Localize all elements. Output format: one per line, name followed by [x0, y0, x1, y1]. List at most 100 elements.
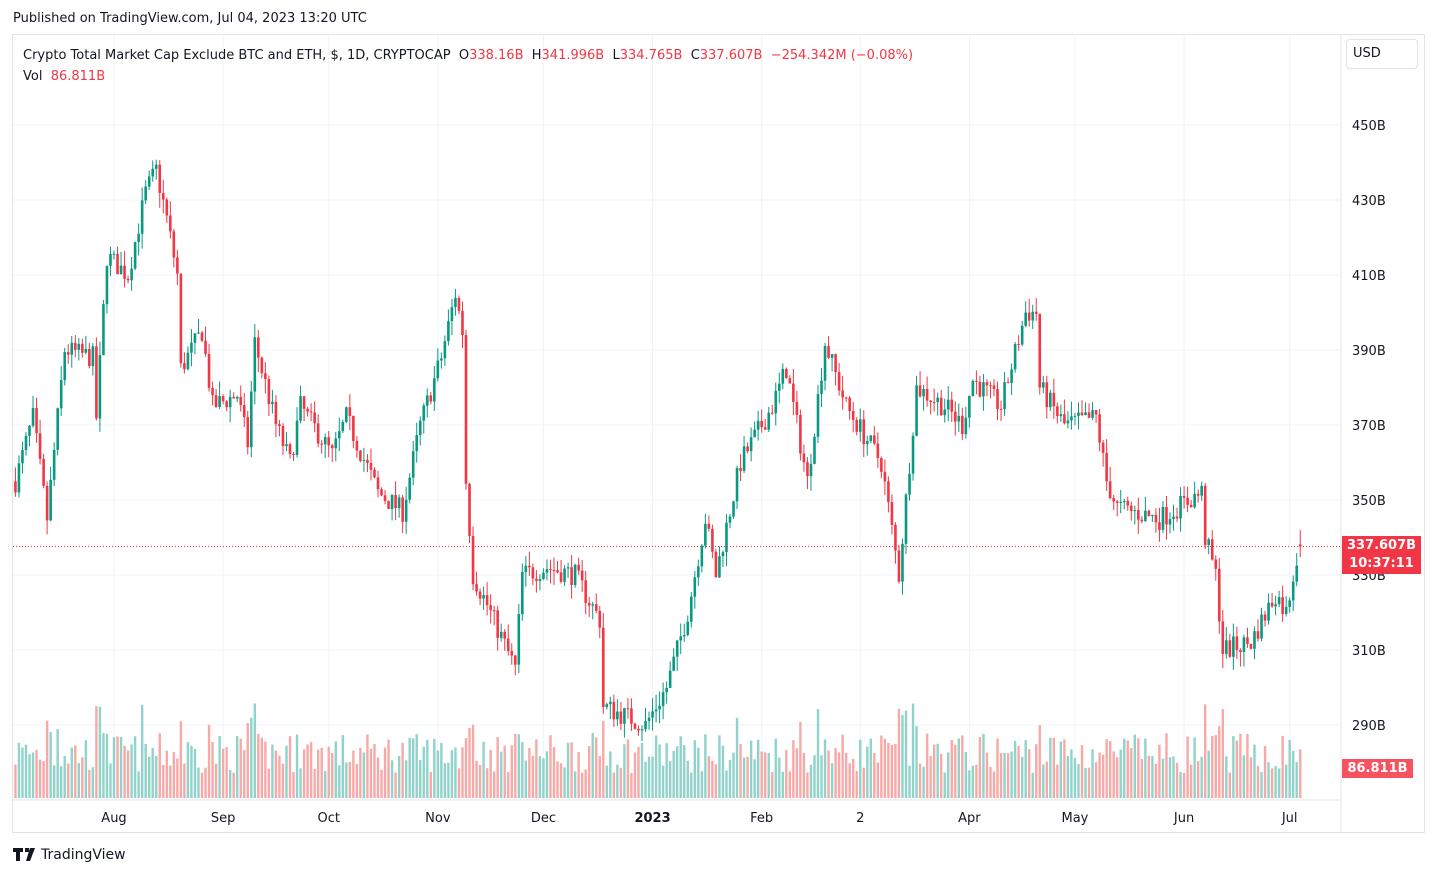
volume-bar — [982, 733, 985, 798]
candle-body — [524, 565, 528, 573]
candle-body — [1200, 485, 1203, 496]
candle-body — [693, 577, 697, 597]
volume-bar — [179, 721, 183, 798]
volume-bar — [158, 733, 161, 798]
candle-body — [1140, 519, 1144, 522]
candle-body — [739, 467, 742, 471]
volume-bar — [285, 745, 288, 798]
volume-bar — [556, 761, 559, 798]
volume-bar — [771, 772, 774, 798]
volume-bar — [602, 720, 605, 798]
volume-bar — [1130, 748, 1133, 798]
volume-bar — [232, 772, 235, 798]
candle-body — [785, 368, 788, 379]
volume-bar — [1133, 734, 1136, 798]
candle-body — [1045, 382, 1049, 408]
volume-bar — [686, 760, 689, 798]
candle-body — [897, 550, 901, 582]
volume-bar — [623, 744, 626, 798]
candle-body — [609, 701, 612, 705]
candle-body — [1084, 412, 1087, 416]
candle-body — [1179, 496, 1182, 519]
volume-bar — [665, 743, 668, 798]
candle-body — [1196, 493, 1200, 496]
volume-bar — [753, 759, 756, 798]
volume-bar — [535, 739, 538, 798]
candle-body — [147, 176, 151, 187]
volume-bar — [35, 749, 38, 798]
volume-bar — [274, 750, 278, 798]
volume-bar — [105, 733, 109, 798]
candle-body — [647, 717, 651, 721]
candle-body — [1077, 412, 1080, 416]
volume-bar — [1080, 745, 1084, 798]
candle-body — [637, 728, 640, 731]
candle-body — [1013, 343, 1017, 370]
volume-bar — [725, 770, 728, 798]
currency-button[interactable]: USD — [1346, 39, 1418, 69]
candle-body — [542, 572, 545, 579]
candle-body — [337, 431, 341, 439]
candle-body — [939, 397, 943, 416]
published-note: Published on TradingView.com, Jul 04, 20… — [13, 11, 367, 26]
candle-body — [66, 352, 70, 355]
candle-body — [88, 348, 91, 367]
candle-body — [179, 273, 183, 364]
volume-bar — [700, 771, 704, 798]
volume-bar — [911, 703, 915, 798]
volume-bar — [426, 739, 429, 798]
y-tick-label: 410B — [1352, 269, 1386, 284]
volume-bar — [549, 735, 552, 798]
candle-body — [721, 552, 725, 557]
candle-body — [1129, 505, 1133, 511]
volume-bar — [1281, 735, 1284, 798]
candle-body — [475, 584, 478, 592]
candle-body — [753, 429, 756, 438]
volume-bar — [109, 763, 112, 798]
volume-bar — [1077, 764, 1080, 798]
low-label: L — [612, 48, 620, 63]
volume-bar — [352, 750, 355, 798]
tradingview-logo[interactable]: TradingView — [13, 847, 126, 863]
volume-bar — [1274, 765, 1277, 798]
volume-bar — [1101, 754, 1105, 798]
price-tag: 337.607B 10:37:11 — [1342, 536, 1421, 574]
candle-body — [116, 253, 119, 275]
volume-bar — [869, 738, 872, 798]
volume-bar — [827, 750, 830, 798]
volume-bar — [63, 756, 66, 798]
x-tick-label: Sep — [211, 811, 236, 826]
candle-body — [489, 605, 492, 611]
candle-body — [1133, 510, 1137, 512]
candle-body — [334, 438, 338, 449]
volume-bar — [785, 749, 788, 798]
candle-body — [911, 435, 915, 474]
volume-bar — [894, 743, 897, 798]
candle-body — [52, 449, 56, 480]
candle-body — [556, 570, 559, 573]
candle-body — [1260, 614, 1263, 639]
candle-body — [506, 638, 510, 651]
candle-body — [858, 419, 862, 432]
candle-body — [278, 424, 281, 426]
candle-body — [587, 602, 591, 606]
candle-body — [482, 595, 485, 599]
volume-bar — [507, 771, 510, 798]
candle-body — [1242, 637, 1246, 652]
candle-body — [591, 604, 595, 606]
volume-bar — [577, 752, 580, 798]
volume-bar — [538, 756, 542, 798]
candle-body — [746, 446, 749, 452]
volume-bar — [74, 745, 77, 798]
volume-bar — [450, 750, 454, 798]
candle-body — [873, 435, 876, 444]
candle-body — [169, 215, 172, 232]
candle-body — [725, 522, 728, 553]
candle-body — [130, 268, 133, 281]
candle-body — [756, 420, 760, 430]
candle-body — [492, 610, 496, 612]
candle-body — [922, 388, 925, 397]
volume-bar — [1087, 767, 1091, 798]
volume-bar — [542, 758, 545, 798]
